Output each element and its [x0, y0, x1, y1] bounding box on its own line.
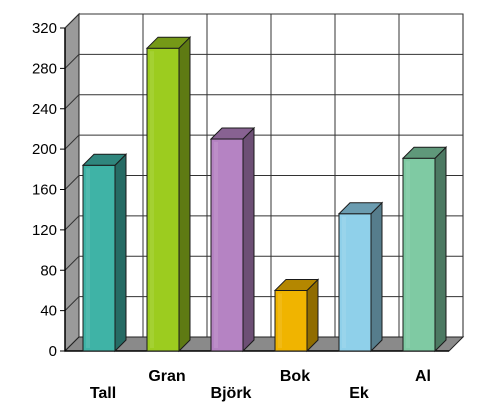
x-tick-label: Gran	[148, 368, 185, 385]
gridline-side	[64, 215, 80, 231]
bar-top	[81, 153, 128, 166]
bars	[81, 35, 448, 353]
bar-top	[145, 36, 192, 49]
bar-highlight	[86, 168, 90, 348]
bar-side	[178, 35, 191, 353]
x-tick-label: Björk	[211, 385, 252, 402]
gridline-side	[64, 94, 80, 110]
bar-top	[337, 202, 384, 215]
bar-highlight	[150, 51, 154, 348]
bar-side	[370, 201, 383, 353]
bar-front	[274, 289, 308, 352]
y-tick-label: 320	[32, 20, 57, 37]
bar-side	[306, 278, 319, 353]
x-tick-label: Ek	[349, 385, 369, 402]
bar-top	[209, 127, 256, 140]
bar	[337, 201, 384, 353]
bar	[273, 278, 320, 353]
bar	[209, 126, 256, 353]
bar-side	[434, 146, 447, 353]
gridline-side	[64, 13, 80, 29]
bar-front	[210, 138, 244, 352]
y-tick-label: 280	[32, 60, 57, 77]
bar-side	[114, 153, 127, 353]
y-tick-label: 120	[32, 222, 57, 239]
y-tick-label: 0	[49, 343, 57, 360]
bar-front	[146, 47, 180, 352]
bar-front	[82, 164, 116, 352]
y-tick-label: 160	[32, 182, 57, 199]
y-tick-label: 80	[40, 262, 57, 279]
x-tick-label: Bok	[280, 368, 310, 385]
bar-highlight	[406, 161, 410, 348]
x-tick-label: Tall	[90, 385, 116, 402]
y-tick-label: 240	[32, 101, 57, 118]
bar-highlight	[278, 293, 282, 348]
gridline-side	[64, 296, 80, 311]
y-tick-label: 40	[40, 303, 57, 320]
gridline-side	[64, 54, 80, 69]
gridline-side	[64, 255, 80, 271]
gridlines	[64, 13, 463, 352]
x-tick-label: Al	[415, 368, 431, 385]
gridline-side	[64, 134, 80, 150]
gridline-side	[64, 175, 80, 190]
bar	[145, 35, 192, 353]
bar	[401, 146, 448, 353]
bar-top	[401, 146, 448, 159]
bar-highlight	[214, 142, 218, 348]
bar-highlight	[342, 216, 346, 348]
bar	[81, 153, 128, 353]
bar-side	[242, 126, 255, 353]
bar-top	[273, 278, 320, 291]
axes	[60, 27, 449, 352]
y-tick-labels: 0 40 80 120 160 200 240 280 320	[32, 20, 57, 360]
y-tick-label: 200	[32, 141, 57, 158]
x-tick-labels: Tall Gran Björk Bok Ek Al	[90, 368, 431, 402]
bar-front	[402, 157, 436, 352]
